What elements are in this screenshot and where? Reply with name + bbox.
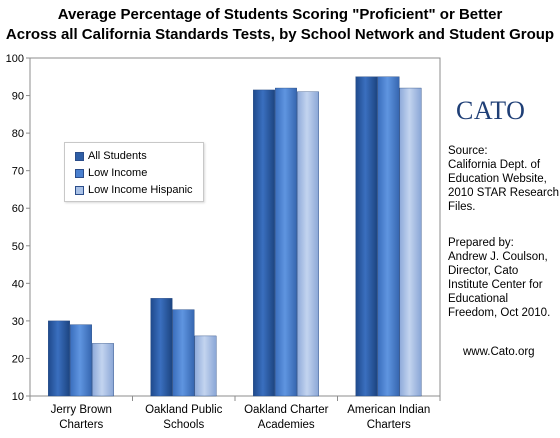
bars [48,76,422,397]
prepared-line: Director, Cato [448,265,519,277]
chart-legend: All Students Low Income Low Income Hispa… [64,142,204,202]
y-tick-label: 80 [12,128,24,140]
x-tick-label: Oakland Public [145,404,223,416]
y-tick-label: 30 [12,316,24,328]
prepared-line: Freedom, Oct 2010. [448,307,551,319]
y-tick-label: 20 [12,353,24,365]
prepared-line: Prepared by: [448,237,514,249]
bar [297,91,319,397]
legend-item-all-students: All Students [75,149,147,163]
legend-label: Low Income [88,167,148,179]
y-tick-label: 40 [12,278,24,290]
legend-label: Low Income Hispanic [88,184,193,196]
source-line: Education Website, [448,173,547,185]
y-tick-label: 60 [12,203,24,215]
prepared-line: Institute Center for [448,279,543,291]
bar [48,320,70,397]
y-tick-label: 90 [12,91,24,103]
y-tick-label: 50 [12,241,24,253]
prepared-by-note: Prepared by: Andrew J. Coulson, Director… [448,236,560,320]
x-tick-label: Schools [163,419,204,431]
source-line: Source: [448,145,488,157]
bar [399,87,422,397]
source-line: California Dept. of [448,159,541,171]
legend-label: All Students [88,150,147,162]
x-tick-label: Academies [258,419,315,431]
x-axis: Jerry Brown Charters Oakland Public Schools… [29,396,441,431]
legend-swatch [75,168,84,178]
legend-swatch [75,185,84,195]
prepared-line: Andrew J. Coulson, [448,251,548,263]
source-line: 2010 STAR Research [448,187,560,199]
bar [355,76,378,397]
bar [92,343,114,397]
y-tick-label: 100 [6,53,24,65]
bar [194,335,217,397]
bar [253,89,275,397]
x-tick-label: Charters [367,419,411,431]
legend-item-low-income-hispanic: Low Income Hispanic [75,183,193,197]
bar [275,87,297,397]
bar [150,298,173,397]
website-link[interactable]: www.Cato.org [463,346,535,358]
source-line: Files. [448,201,476,213]
legend-item-low-income: Low Income [75,166,147,180]
source-note: Source: California Dept. of Education We… [448,144,560,214]
bar [377,76,400,397]
x-tick-label: Oakland Charter [244,404,329,416]
bar [172,309,195,397]
y-axis: 10 20 30 40 50 60 70 80 90 100 [6,53,30,403]
chart-title-line-1: Average Percentage of Students Scoring "… [57,6,503,23]
cato-logo: CATO [456,96,526,125]
y-tick-label: 70 [12,166,24,178]
chart-title-line-2: Across all California Standards Tests, b… [5,26,555,43]
x-tick-label: Charters [59,419,103,431]
x-tick-label: Jerry Brown [51,404,112,416]
y-tick-label: 10 [12,391,24,403]
bar [70,324,92,397]
prepared-line: Educational [448,293,509,305]
x-tick-label: American Indian [347,404,430,416]
legend-swatch [75,151,84,161]
